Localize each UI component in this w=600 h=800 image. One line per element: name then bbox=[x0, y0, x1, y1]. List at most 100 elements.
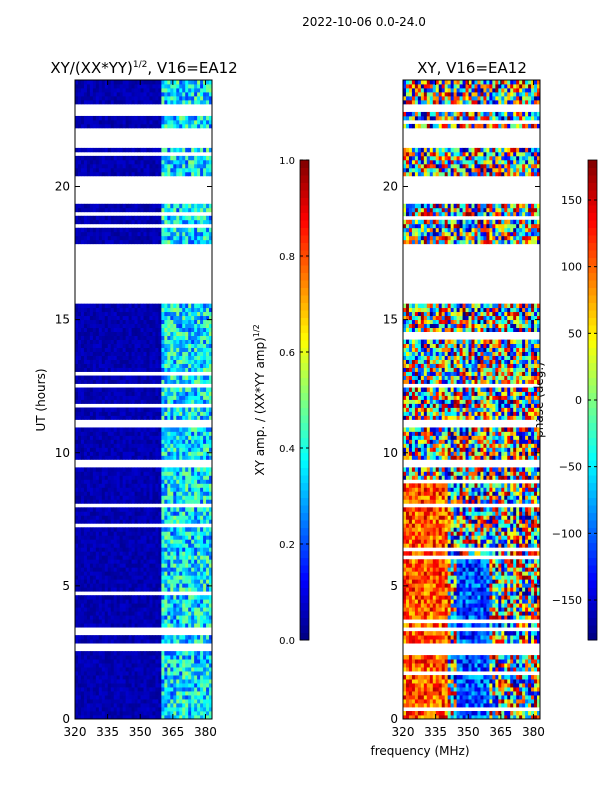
left-colorbar-segment bbox=[300, 595, 309, 603]
left-ylabel: UT (hours) bbox=[34, 368, 48, 431]
left-colorbar-segment bbox=[300, 460, 309, 468]
left-colorbar-segment bbox=[300, 572, 309, 581]
right-colorbar-segment bbox=[588, 295, 597, 303]
left-colorbar-segment bbox=[300, 475, 309, 483]
left-colorbar-segment bbox=[300, 467, 309, 476]
left-colorbar-segment bbox=[300, 505, 309, 513]
right-colorbar-segment bbox=[588, 182, 597, 191]
left-colorbar-segment bbox=[300, 272, 309, 281]
left-colorbar-segment bbox=[300, 197, 309, 206]
left-ytick-label: 15 bbox=[55, 313, 70, 327]
right-ytick-label: 20 bbox=[383, 180, 398, 194]
panel-right: 320 335 350 365 380 0 5 10 15 20 bbox=[383, 79, 545, 739]
right-colorbar-tick-label: −100 bbox=[552, 527, 582, 540]
right-colorbar-tick-label: 100 bbox=[561, 261, 582, 274]
right-colorbar-segment bbox=[588, 467, 597, 476]
left-ytick-label: 5 bbox=[62, 579, 70, 593]
left-colorbar-segment bbox=[300, 242, 309, 251]
left-colorbar-segment bbox=[300, 302, 309, 311]
left-colorbar: 0.0 0.2 0.4 0.6 0.8 1.0 bbox=[279, 156, 310, 647]
left-colorbar-segment bbox=[300, 527, 309, 536]
right-xtick-label: 350 bbox=[457, 725, 480, 739]
left-xtick-label: 365 bbox=[161, 725, 184, 739]
figure-suptitle: 2022-10-06 0.0-24.0 bbox=[302, 15, 426, 29]
left-colorbar-segment bbox=[300, 160, 309, 168]
right-xtick-label: 365 bbox=[489, 725, 512, 739]
left-colorbar-tick-label: 0.0 bbox=[279, 636, 295, 647]
right-colorbar-segment bbox=[588, 520, 597, 528]
right-colorbar-segment bbox=[588, 512, 597, 521]
left-colorbar-segment bbox=[300, 370, 309, 378]
right-colorbar-tick-label: −150 bbox=[552, 594, 582, 607]
right-xtick-label: 320 bbox=[392, 725, 415, 739]
left-colorbar-segment bbox=[300, 550, 309, 558]
left-colorbar-segment bbox=[300, 317, 309, 326]
right-colorbar-segment bbox=[588, 422, 597, 431]
right-colorbar-segment bbox=[588, 280, 597, 288]
right-colorbar-segment bbox=[588, 572, 597, 581]
left-colorbar-segment bbox=[300, 452, 309, 461]
right-colorbar: −150 −100 −50 0 50 100 150 bbox=[552, 159, 598, 641]
left-colorbar-segment bbox=[300, 400, 309, 408]
left-colorbar-segment bbox=[300, 587, 309, 596]
left-colorbar-segment bbox=[300, 565, 309, 573]
right-colorbar-segment bbox=[588, 212, 597, 221]
left-colorbar-segment bbox=[300, 625, 309, 633]
left-colorbar-segment bbox=[300, 220, 309, 228]
left-colorbar-label-prefix: XY amp. / (XX*YY amp) bbox=[253, 337, 267, 475]
right-colorbar-segment bbox=[588, 302, 597, 311]
right-colorbar-segment bbox=[588, 460, 597, 468]
right-colorbar-segment bbox=[588, 632, 597, 641]
left-colorbar-segment bbox=[300, 535, 309, 543]
left-colorbar-segment bbox=[300, 632, 309, 641]
left-colorbar-segment bbox=[300, 340, 309, 348]
left-colorbar-segment bbox=[300, 265, 309, 273]
left-colorbar-segment bbox=[300, 295, 309, 303]
right-colorbar-segment bbox=[588, 175, 597, 183]
right-colorbar-segment bbox=[588, 617, 597, 626]
left-title-sup: 1/2 bbox=[133, 60, 147, 70]
right-ytick-label: 10 bbox=[383, 446, 398, 460]
left-colorbar-segment bbox=[300, 437, 309, 446]
left-colorbar-segment bbox=[300, 445, 309, 453]
right-axes-frame bbox=[402, 79, 541, 720]
right-colorbar-tick-label: 0 bbox=[575, 394, 582, 407]
left-colorbar-tick-label: 0.2 bbox=[279, 540, 295, 551]
left-colorbar-segment bbox=[300, 257, 309, 266]
right-colorbar-segment bbox=[588, 587, 597, 596]
right-xtick-label: 335 bbox=[424, 725, 447, 739]
left-colorbar-segment bbox=[300, 175, 309, 183]
left-colorbar-segment bbox=[300, 182, 309, 191]
right-colorbar-segment bbox=[588, 565, 597, 573]
left-axes-frame bbox=[74, 79, 213, 720]
right-colorbar-segment bbox=[588, 497, 597, 506]
right-ytick-label: 5 bbox=[390, 579, 398, 593]
right-colorbar-segment bbox=[588, 347, 597, 356]
shared-xlabel: frequency (MHz) bbox=[370, 744, 469, 758]
right-colorbar-segment bbox=[588, 445, 597, 453]
left-colorbar-segment bbox=[300, 512, 309, 521]
right-colorbar-segment bbox=[588, 167, 597, 176]
right-colorbar-segment bbox=[588, 205, 597, 213]
right-colorbar-segment bbox=[588, 437, 597, 446]
left-colorbar-segment bbox=[300, 190, 309, 198]
right-colorbar-segment bbox=[588, 370, 597, 378]
right-colorbar-segment bbox=[588, 625, 597, 633]
left-colorbar-tick-label: 1.0 bbox=[279, 156, 295, 167]
right-colorbar-segment bbox=[588, 542, 597, 551]
right-colorbar-segment bbox=[588, 377, 597, 386]
right-colorbar-segment bbox=[588, 392, 597, 401]
left-colorbar-tick-label: 0.8 bbox=[279, 252, 295, 263]
left-colorbar-segment bbox=[300, 205, 309, 213]
panel-left: 320 335 350 365 380 0 5 10 15 20 bbox=[55, 79, 217, 739]
right-colorbar-segment bbox=[588, 557, 597, 566]
left-colorbar-segment bbox=[300, 310, 309, 318]
left-colorbar-segment bbox=[300, 235, 309, 243]
right-colorbar-segment bbox=[588, 595, 597, 603]
left-ytick-label: 10 bbox=[55, 446, 70, 460]
left-colorbar-segment bbox=[300, 610, 309, 618]
right-colorbar-segment bbox=[588, 227, 597, 236]
right-colorbar-segment bbox=[588, 535, 597, 543]
right-colorbar-segment bbox=[588, 355, 597, 363]
